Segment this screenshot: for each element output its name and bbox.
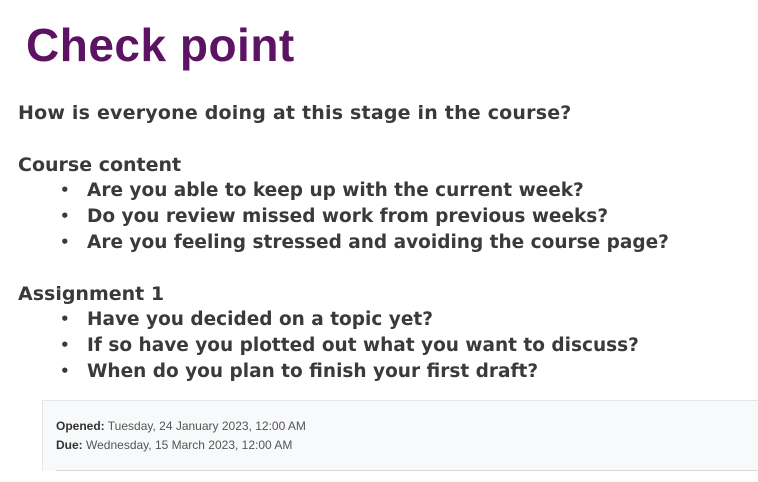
page-title: Check point [26,19,295,71]
opened-value: Tuesday, 24 January 2023, 12:00 AM [107,419,306,433]
list-item-text: Have you decided on a topic yet? [87,309,433,331]
opened-date: Opened: Tuesday, 24 January 2023, 12:00 … [56,419,306,433]
section-course-content: Course content • Are you able to keep up … [18,152,753,255]
intro-question: How is everyone doing at this stage in t… [18,102,572,124]
bullet-icon: • [60,181,70,199]
list-item-text: Are you able to keep up with the current… [87,180,584,201]
list-item: • Are you able to keep up with the curren… [18,178,753,204]
checkpoint-content: How is everyone doing at this stage in t… [18,100,753,385]
due-date: Due: Wednesday, 15 March 2023, 12:00 AM [56,438,292,452]
list-item-text: Do you review missed work from previous … [87,205,609,227]
opened-label: Opened: [56,419,105,433]
list-item: • If so have you plotted out what you wan… [18,333,753,359]
bullet-list: • Are you able to keep up with the curren… [18,178,753,255]
due-value: Wednesday, 15 March 2023, 12:00 AM [86,438,293,452]
list-item-text: When do you plan to finish your first dr… [87,360,539,382]
bullet-icon: • [60,232,70,251]
list-item-text: If so have you plotted out what you want… [87,335,639,357]
list-item: • When do you plan to finish your first d… [18,359,753,385]
due-label: Due: [56,438,83,452]
bullet-list: • Have you decided on a topic yet? • If so… [18,307,753,384]
list-item: • Are you feeling stressed and avoiding t… [18,230,753,256]
section-assignment-1: Assignment 1 • Have you decided on a topi… [18,281,753,384]
list-item-text: Are you feeling stressed and avoiding th… [87,231,669,253]
list-item: • Have you decided on a topic yet? [18,307,753,333]
list-item: • Do you review missed work from previous… [18,204,753,230]
divider [56,470,758,471]
bullet-icon: • [60,206,70,225]
bullet-icon: • [60,310,70,329]
activity-dates: Opened: Tuesday, 24 January 2023, 12:00 … [42,400,758,471]
section-heading: Assignment 1 [18,283,165,306]
bullet-icon: • [60,336,70,355]
bullet-icon: • [60,361,70,380]
section-heading: Course content [18,154,182,176]
